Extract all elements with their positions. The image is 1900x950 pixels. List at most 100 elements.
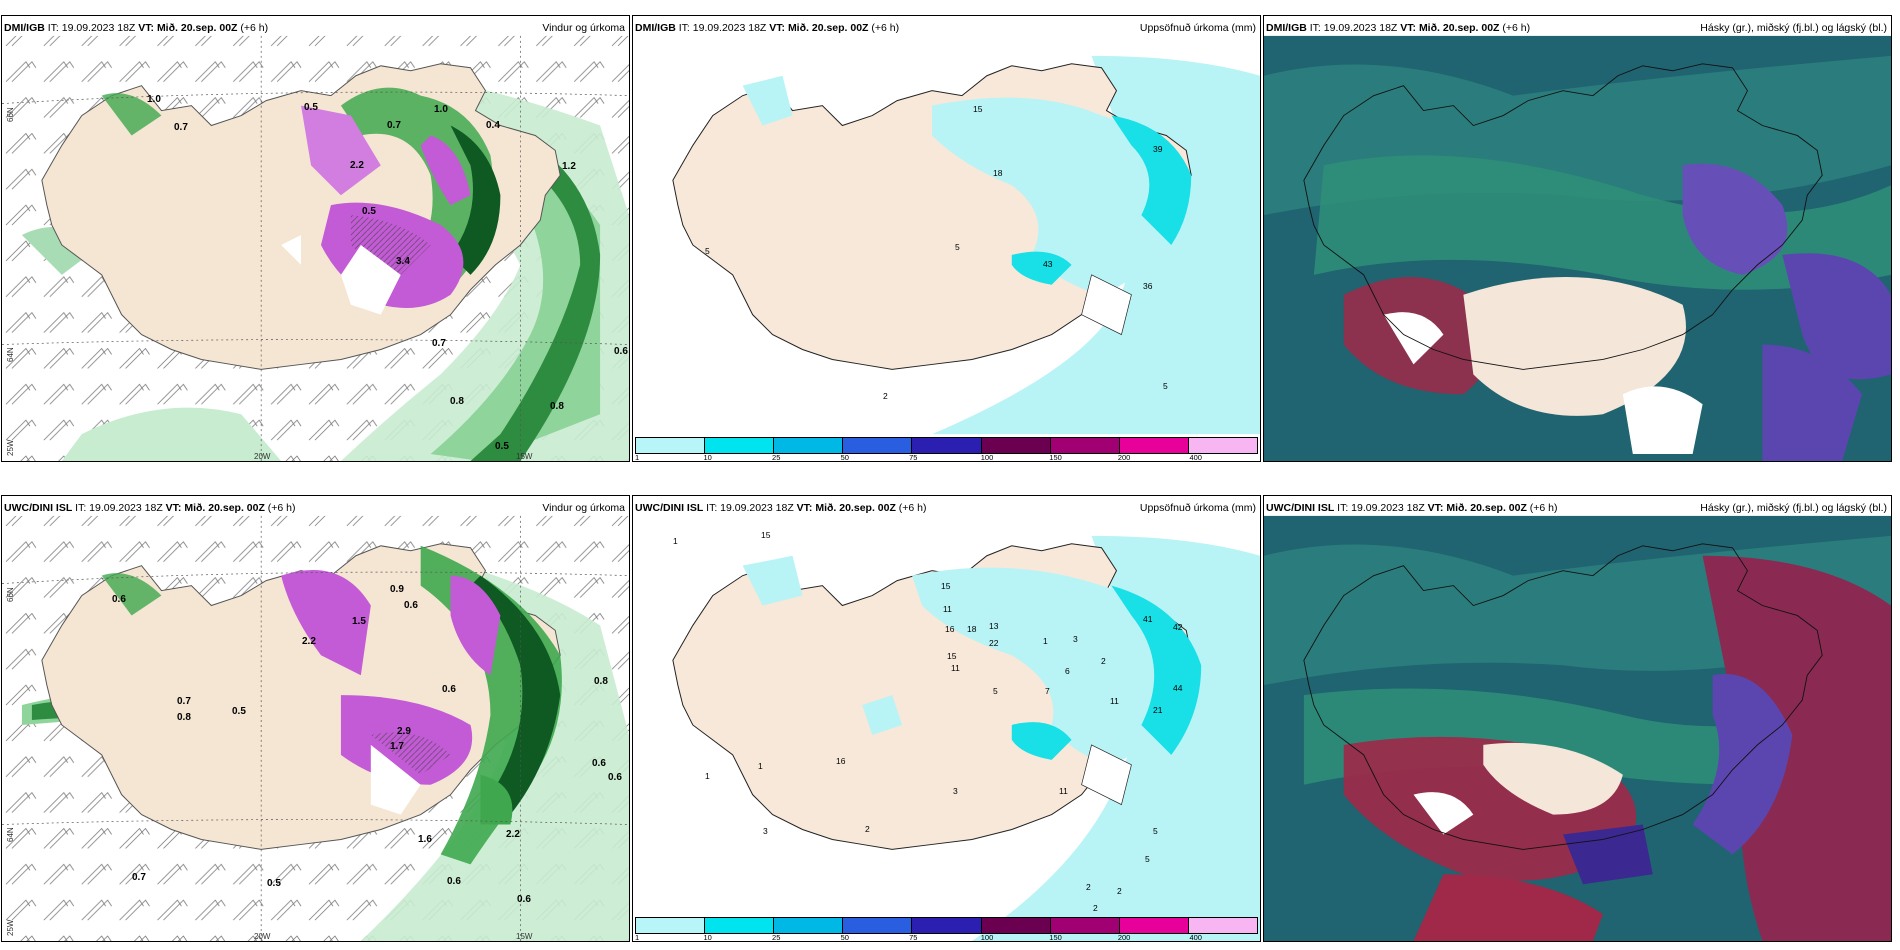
precip-value: 0.5: [304, 102, 318, 113]
accumulated-precip-map[interactable]: [633, 496, 1260, 941]
legend-swatch: [1188, 438, 1257, 453]
lat-label-64: 64N: [6, 827, 15, 842]
precip-value: 0.6: [442, 684, 456, 695]
wind-precip-map[interactable]: [2, 496, 629, 941]
init-time: IT: 19.09.2023 18Z: [47, 22, 136, 34]
accum-value: 21: [1153, 705, 1163, 715]
accum-value: 13: [989, 621, 999, 631]
accum-value: 2: [1093, 903, 1098, 913]
accum-value: 41: [1143, 614, 1153, 624]
legend-tick: 100: [980, 453, 994, 462]
accum-value: 11: [943, 604, 952, 614]
legend-swatch: [636, 438, 706, 453]
lat-label-64: 64N: [6, 347, 15, 362]
cloud-map[interactable]: [1264, 16, 1891, 461]
valid-time: Mið. 20.sep. 00Z: [184, 502, 265, 514]
accum-value: 18: [967, 624, 977, 634]
legend-tick: 25: [772, 453, 781, 462]
accum-value: 1: [758, 761, 763, 771]
legend-swatch: [705, 438, 775, 453]
forecast-offset: (+6 h): [267, 502, 296, 514]
legend-swatch: [636, 918, 706, 933]
accum-value: 42: [1173, 622, 1183, 632]
lon-label-25: 25W: [6, 919, 15, 936]
valid-label: VT:: [769, 22, 786, 34]
precip-value: 0.6: [112, 594, 126, 605]
init-time: IT: 19.09.2023 18Z: [678, 22, 767, 34]
model-name: DMI/IGB: [4, 22, 45, 34]
legend-swatch: [1119, 438, 1189, 453]
panel-uwc-clouds: UWC/DINI ISL IT: 19.09.2023 18Z VT: Mið.…: [1263, 495, 1892, 942]
forecast-offset: (+6 h): [871, 22, 900, 34]
legend-swatch: [1119, 918, 1189, 933]
valid-label: VT:: [796, 502, 813, 514]
accum-value: 1: [673, 536, 678, 546]
init-time: IT: 19.09.2023 18Z: [75, 502, 163, 514]
legend-swatch: [1050, 918, 1120, 933]
legend-tick: 10: [703, 933, 712, 942]
lat-label-66: 66N: [6, 107, 15, 122]
accum-value: 2: [1086, 882, 1091, 892]
legend-tick: 10: [703, 453, 712, 462]
legend-tick: 75: [909, 933, 918, 942]
model-name: UWC/DINI ISL: [1266, 502, 1335, 514]
precip-value: 0.7: [174, 122, 188, 133]
panel-uwc-accumulated-precip: UWC/DINI ISL IT: 19.09.2023 18Z VT: Mið.…: [632, 495, 1261, 942]
legend-swatch: [981, 438, 1051, 453]
legend-tick: 400: [1189, 933, 1202, 942]
model-name: DMI/IGB: [1266, 22, 1307, 34]
legend-swatch: [912, 438, 982, 453]
precip-value: 0.5: [495, 441, 509, 452]
precip-value: 0.8: [550, 401, 564, 412]
accum-value: 39: [1153, 144, 1163, 154]
init-time: IT: 19.09.2023 18Z: [1309, 22, 1398, 34]
precip-value: 0.6: [404, 600, 418, 611]
valid-time: Mið. 20.sep. 00Z: [787, 22, 869, 34]
valid-label: VT:: [1427, 502, 1444, 514]
legend-swatch: [774, 918, 844, 933]
accum-value: 3: [1073, 634, 1078, 644]
forecast-offset: (+6 h): [898, 502, 927, 514]
accum-value: 15: [761, 530, 771, 540]
panel-header: UWC/DINI ISL IT: 19.09.2023 18Z VT: Mið.…: [4, 502, 296, 514]
lon-label-20: 20W: [254, 452, 271, 461]
wind-precip-map[interactable]: [2, 16, 629, 461]
precip-value: 3.4: [396, 256, 410, 267]
accum-value: 15: [973, 104, 983, 114]
precip-value: 2.2: [302, 636, 316, 647]
panel-title: Vindur og úrkoma: [542, 22, 625, 34]
accumulated-precip-map[interactable]: [633, 16, 1260, 461]
precip-value: 0.6: [608, 772, 622, 783]
precip-value: 0.5: [362, 206, 376, 217]
accum-value: 5: [1153, 826, 1158, 836]
init-time: IT: 19.09.2023 18Z: [1337, 502, 1425, 514]
panel-header: DMI/IGB IT: 19.09.2023 18Z VT: Mið. 20.s…: [635, 22, 899, 34]
cloud-map[interactable]: [1264, 496, 1891, 941]
accum-value: 15: [941, 581, 951, 591]
accum-value: 16: [836, 756, 846, 766]
precip-value: 1.7: [390, 741, 404, 752]
accum-value: 16: [945, 624, 955, 634]
accum-value: 22: [989, 638, 999, 648]
accum-value: 5: [705, 246, 710, 256]
precip-value: 0.7: [387, 120, 401, 131]
accum-value: 3: [763, 826, 768, 836]
precip-value: 1.2: [562, 161, 576, 172]
precip-value: 0.8: [177, 712, 191, 723]
legend-tick: 150: [1049, 453, 1062, 462]
accum-value: 2: [1117, 886, 1122, 896]
precip-value: 2.2: [350, 160, 364, 171]
legend-tick: 100: [980, 933, 994, 942]
precip-value: 0.6: [614, 346, 628, 357]
legend-swatch: [774, 438, 844, 453]
legend-ticks: 1 10 25 50 75 100 150 200 400: [635, 933, 1258, 941]
precip-value: 0.5: [267, 878, 281, 889]
accum-value: 5: [993, 686, 998, 696]
valid-label: VT:: [165, 502, 182, 514]
accum-value: 3: [953, 786, 958, 796]
panel-title: Vindur og úrkoma: [542, 502, 625, 514]
legend-swatch: [1050, 438, 1120, 453]
forecast-offset: (+6 h): [1529, 502, 1558, 514]
lon-label-15: 15W: [516, 452, 533, 461]
panel-title: Uppsöfnuð úrkoma (mm): [1139, 22, 1256, 34]
